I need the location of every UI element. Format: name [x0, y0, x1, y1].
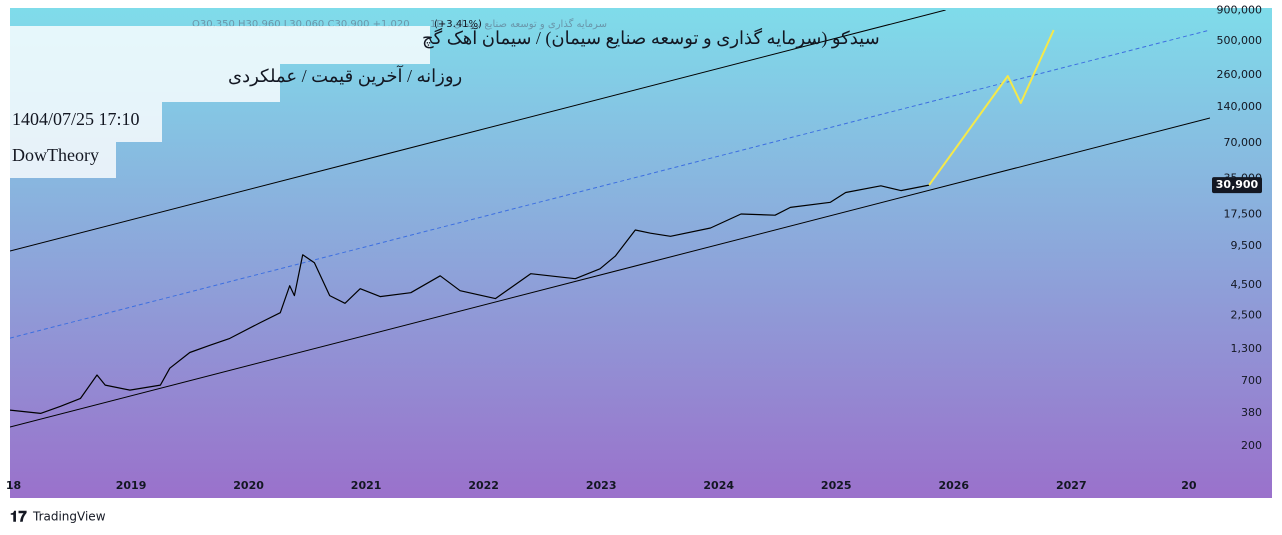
- title-box: [10, 26, 430, 64]
- plot-area: [10, 10, 1210, 428]
- y-tick-label: 70,000: [1224, 136, 1263, 149]
- projection-line: [928, 29, 1055, 186]
- header-symbol: سرمایه گذاری و توسعه صنایع سیمان · 1D: [430, 18, 607, 30]
- chart-title: سیدکو (سرمایه گذاری و توسعه صنایع سیمان)…: [422, 27, 880, 49]
- x-tick-label: 2027: [1056, 479, 1087, 492]
- channel-line: [10, 117, 1210, 428]
- header-change: (+3.41%): [434, 19, 482, 30]
- last-price-label: 30,900: [1216, 178, 1259, 191]
- brand-logo: 𝟏𝟕: [10, 508, 27, 526]
- subtitle-box: [10, 64, 280, 102]
- x-tick-label: 2020: [233, 479, 264, 492]
- last-price-box: [1212, 177, 1262, 194]
- author-box: [10, 142, 116, 178]
- x-tick-label: 2025: [821, 479, 852, 492]
- x-tick-label: 2026: [938, 479, 969, 492]
- x-tick-label: 2019: [116, 479, 147, 492]
- y-tick-label: 260,000: [1217, 68, 1263, 81]
- y-tick-label: 4,500: [1231, 278, 1263, 291]
- axes: 2003807001,3002,5004,5009,50017,50035,00…: [6, 4, 1262, 492]
- x-tick-label: 2022: [468, 479, 499, 492]
- brand-name: TradingView: [32, 510, 106, 524]
- y-tick-label: 1,300: [1231, 342, 1263, 355]
- y-tick-label: 9,500: [1231, 239, 1263, 252]
- y-tick-label: 700: [1241, 374, 1262, 387]
- x-tick-label: 2023: [586, 479, 617, 492]
- x-tick-label: 2024: [703, 479, 734, 492]
- price-line: [10, 184, 930, 414]
- date-box: [10, 102, 162, 142]
- x-tick-label: 2021: [351, 479, 382, 492]
- channel-line: [10, 10, 946, 252]
- x-tick-label: 20: [1181, 479, 1197, 492]
- y-tick-label: 380: [1241, 406, 1262, 419]
- y-tick-label: 200: [1241, 439, 1262, 452]
- header-ohlc: O30,350 H30,960 L30,060 C30,900 +1,020: [192, 19, 410, 30]
- chart-subtitle: روزانه / آخرین قیمت / عملکردی: [228, 65, 462, 87]
- y-tick-label: 140,000: [1217, 100, 1263, 113]
- y-tick-label: 900,000: [1217, 4, 1263, 17]
- y-tick-label: 500,000: [1217, 34, 1263, 47]
- x-tick-label: 18: [6, 479, 21, 492]
- chart-author: DowTheory: [12, 145, 99, 165]
- chart-date: 1404/07/25 17:10: [12, 109, 140, 129]
- y-tick-label: 2,500: [1231, 308, 1263, 321]
- y-tick-label: 17,500: [1224, 208, 1263, 221]
